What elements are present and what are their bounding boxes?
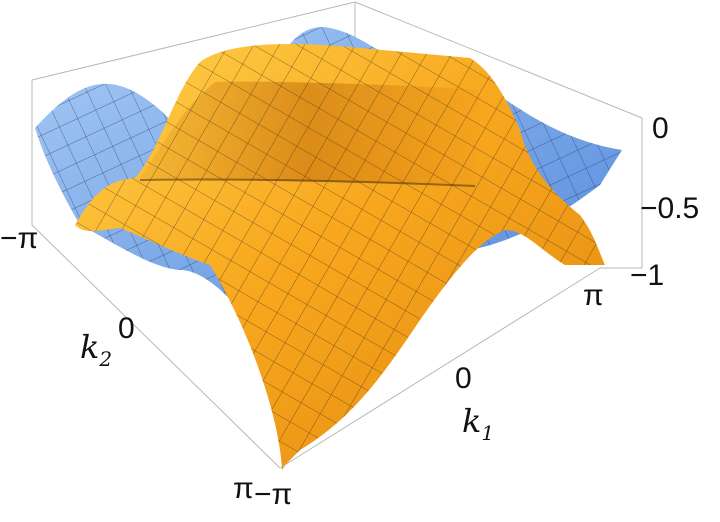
- k1-tick-2: π: [583, 279, 604, 312]
- k1-tick-0: −π: [254, 478, 292, 511]
- k2-tick-0: −π: [0, 222, 38, 255]
- k2-tick-1: 0: [118, 312, 135, 345]
- orange-surface: [75, 43, 605, 471]
- z-tick-1: −0.5: [640, 192, 699, 225]
- z-axis-ticks: 0 −0.5 −1: [630, 112, 699, 292]
- svg-text:k1: k1: [462, 402, 494, 445]
- k1-tick-1: 0: [455, 362, 472, 395]
- z-tick-0: 0: [652, 112, 669, 145]
- z-tick-2: −1: [630, 259, 664, 292]
- k2-axis-ticks: −π 0 π: [0, 222, 254, 505]
- box-front-edges: [31, 80, 643, 469]
- k2-tick-2: π: [233, 472, 254, 505]
- k2-axis-label: k2: [80, 328, 112, 371]
- k1-axis-label: k1: [462, 402, 494, 445]
- k1-axis-ticks: −π 0 π: [254, 279, 604, 511]
- svg-text:k2: k2: [80, 328, 112, 371]
